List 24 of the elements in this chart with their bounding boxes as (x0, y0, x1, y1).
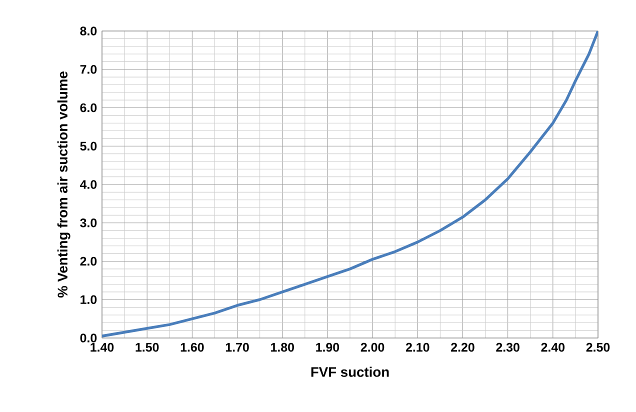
y-tick-label: 4.0 (80, 180, 97, 189)
x-tick-label: 1.40 (90, 342, 114, 352)
x-tick-label: 1.90 (316, 342, 340, 352)
x-tick-label: 2.40 (541, 342, 565, 352)
x-tick-label: 1.80 (271, 342, 294, 352)
y-tick-label: 7.0 (80, 64, 97, 74)
x-tick-label: 1.60 (180, 342, 204, 352)
x-tick-label: 1.70 (226, 342, 249, 352)
y-tick-label: 3.0 (80, 218, 97, 228)
x-tick-label: 2.00 (360, 342, 384, 352)
x-tick-label: 1.50 (136, 342, 159, 352)
x-tick-label: 2.10 (406, 342, 430, 352)
x-tick-label: 2.20 (451, 342, 474, 352)
x-tick-label: 2.50 (586, 342, 610, 352)
y-tick-label: 2.0 (80, 256, 97, 266)
x-axis-title: FVF suction (311, 366, 389, 377)
line-series (102, 31, 598, 338)
y-axis-title: % Venting from air suction volume (57, 72, 70, 298)
y-tick-label: 6.0 (80, 103, 97, 112)
x-tick-label: 2.30 (496, 342, 520, 352)
y-tick-label: 1.0 (80, 295, 97, 304)
y-tick-label: 8.0 (80, 26, 97, 36)
y-tick-label: 0.0 (80, 334, 97, 342)
y-tick-label: 5.0 (80, 142, 97, 151)
